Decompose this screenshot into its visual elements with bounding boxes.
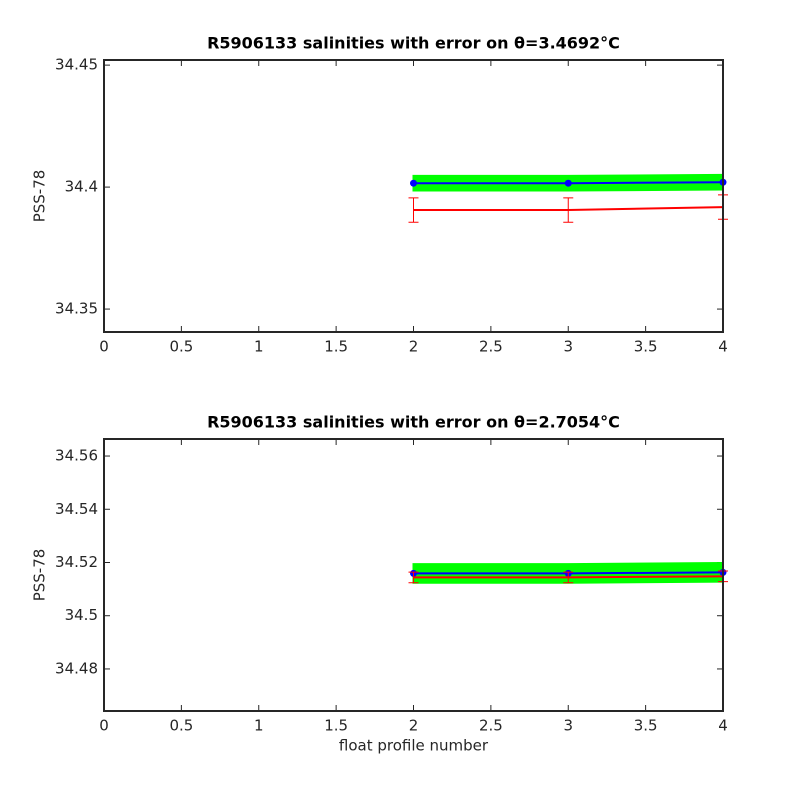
y-tick-label: 34.45 [55,56,98,74]
x-tick-label: 3.5 [634,717,658,735]
x-tick-label: 1.5 [324,717,348,735]
y-tick-label: 34.56 [55,447,98,465]
x-tick-label: 0 [99,717,109,735]
y-tick-label: 34.48 [55,659,98,677]
chart-title: R5906133 salinities with error on θ=2.70… [207,413,620,432]
y-tick-label: 34.52 [55,553,98,571]
axes-box [103,59,724,333]
x-tick-label: 3.5 [634,338,658,356]
line [413,206,724,212]
x-tick-label: 2.5 [479,717,503,735]
y-axis-label: PSS-78 [31,549,49,602]
line [413,575,724,579]
x-tick-label: 2.5 [479,338,503,356]
plot-area [104,60,723,332]
x-tick-label: 1 [254,338,264,356]
x-tick-label: 3 [563,338,573,356]
point [410,179,417,187]
x-tick-label: 2 [409,338,419,356]
y-tick-label: 34.5 [65,606,98,624]
y-tick-label: 34.35 [55,300,98,318]
x-tick-label: 2 [409,717,419,735]
x-tick-label: 4 [718,717,728,735]
point [564,179,572,187]
x-tick-label: 0.5 [169,717,193,735]
y-tick-label: 34.4 [65,178,98,196]
x-tick-label: 3 [563,717,573,735]
axes-box [103,438,724,712]
x-tick-label: 4 [718,338,728,356]
x-tick-label: 0.5 [169,338,193,356]
chart-title: R5906133 salinities with error on θ=3.46… [207,34,620,53]
y-tick-label: 34.54 [55,500,98,518]
x-tick-label: 1.5 [324,338,348,356]
x-tick-label: 0 [99,338,109,356]
x-tick-label: 1 [254,717,264,735]
x-axis-label: float profile number [339,737,489,755]
y-axis-label: PSS-78 [31,170,49,223]
